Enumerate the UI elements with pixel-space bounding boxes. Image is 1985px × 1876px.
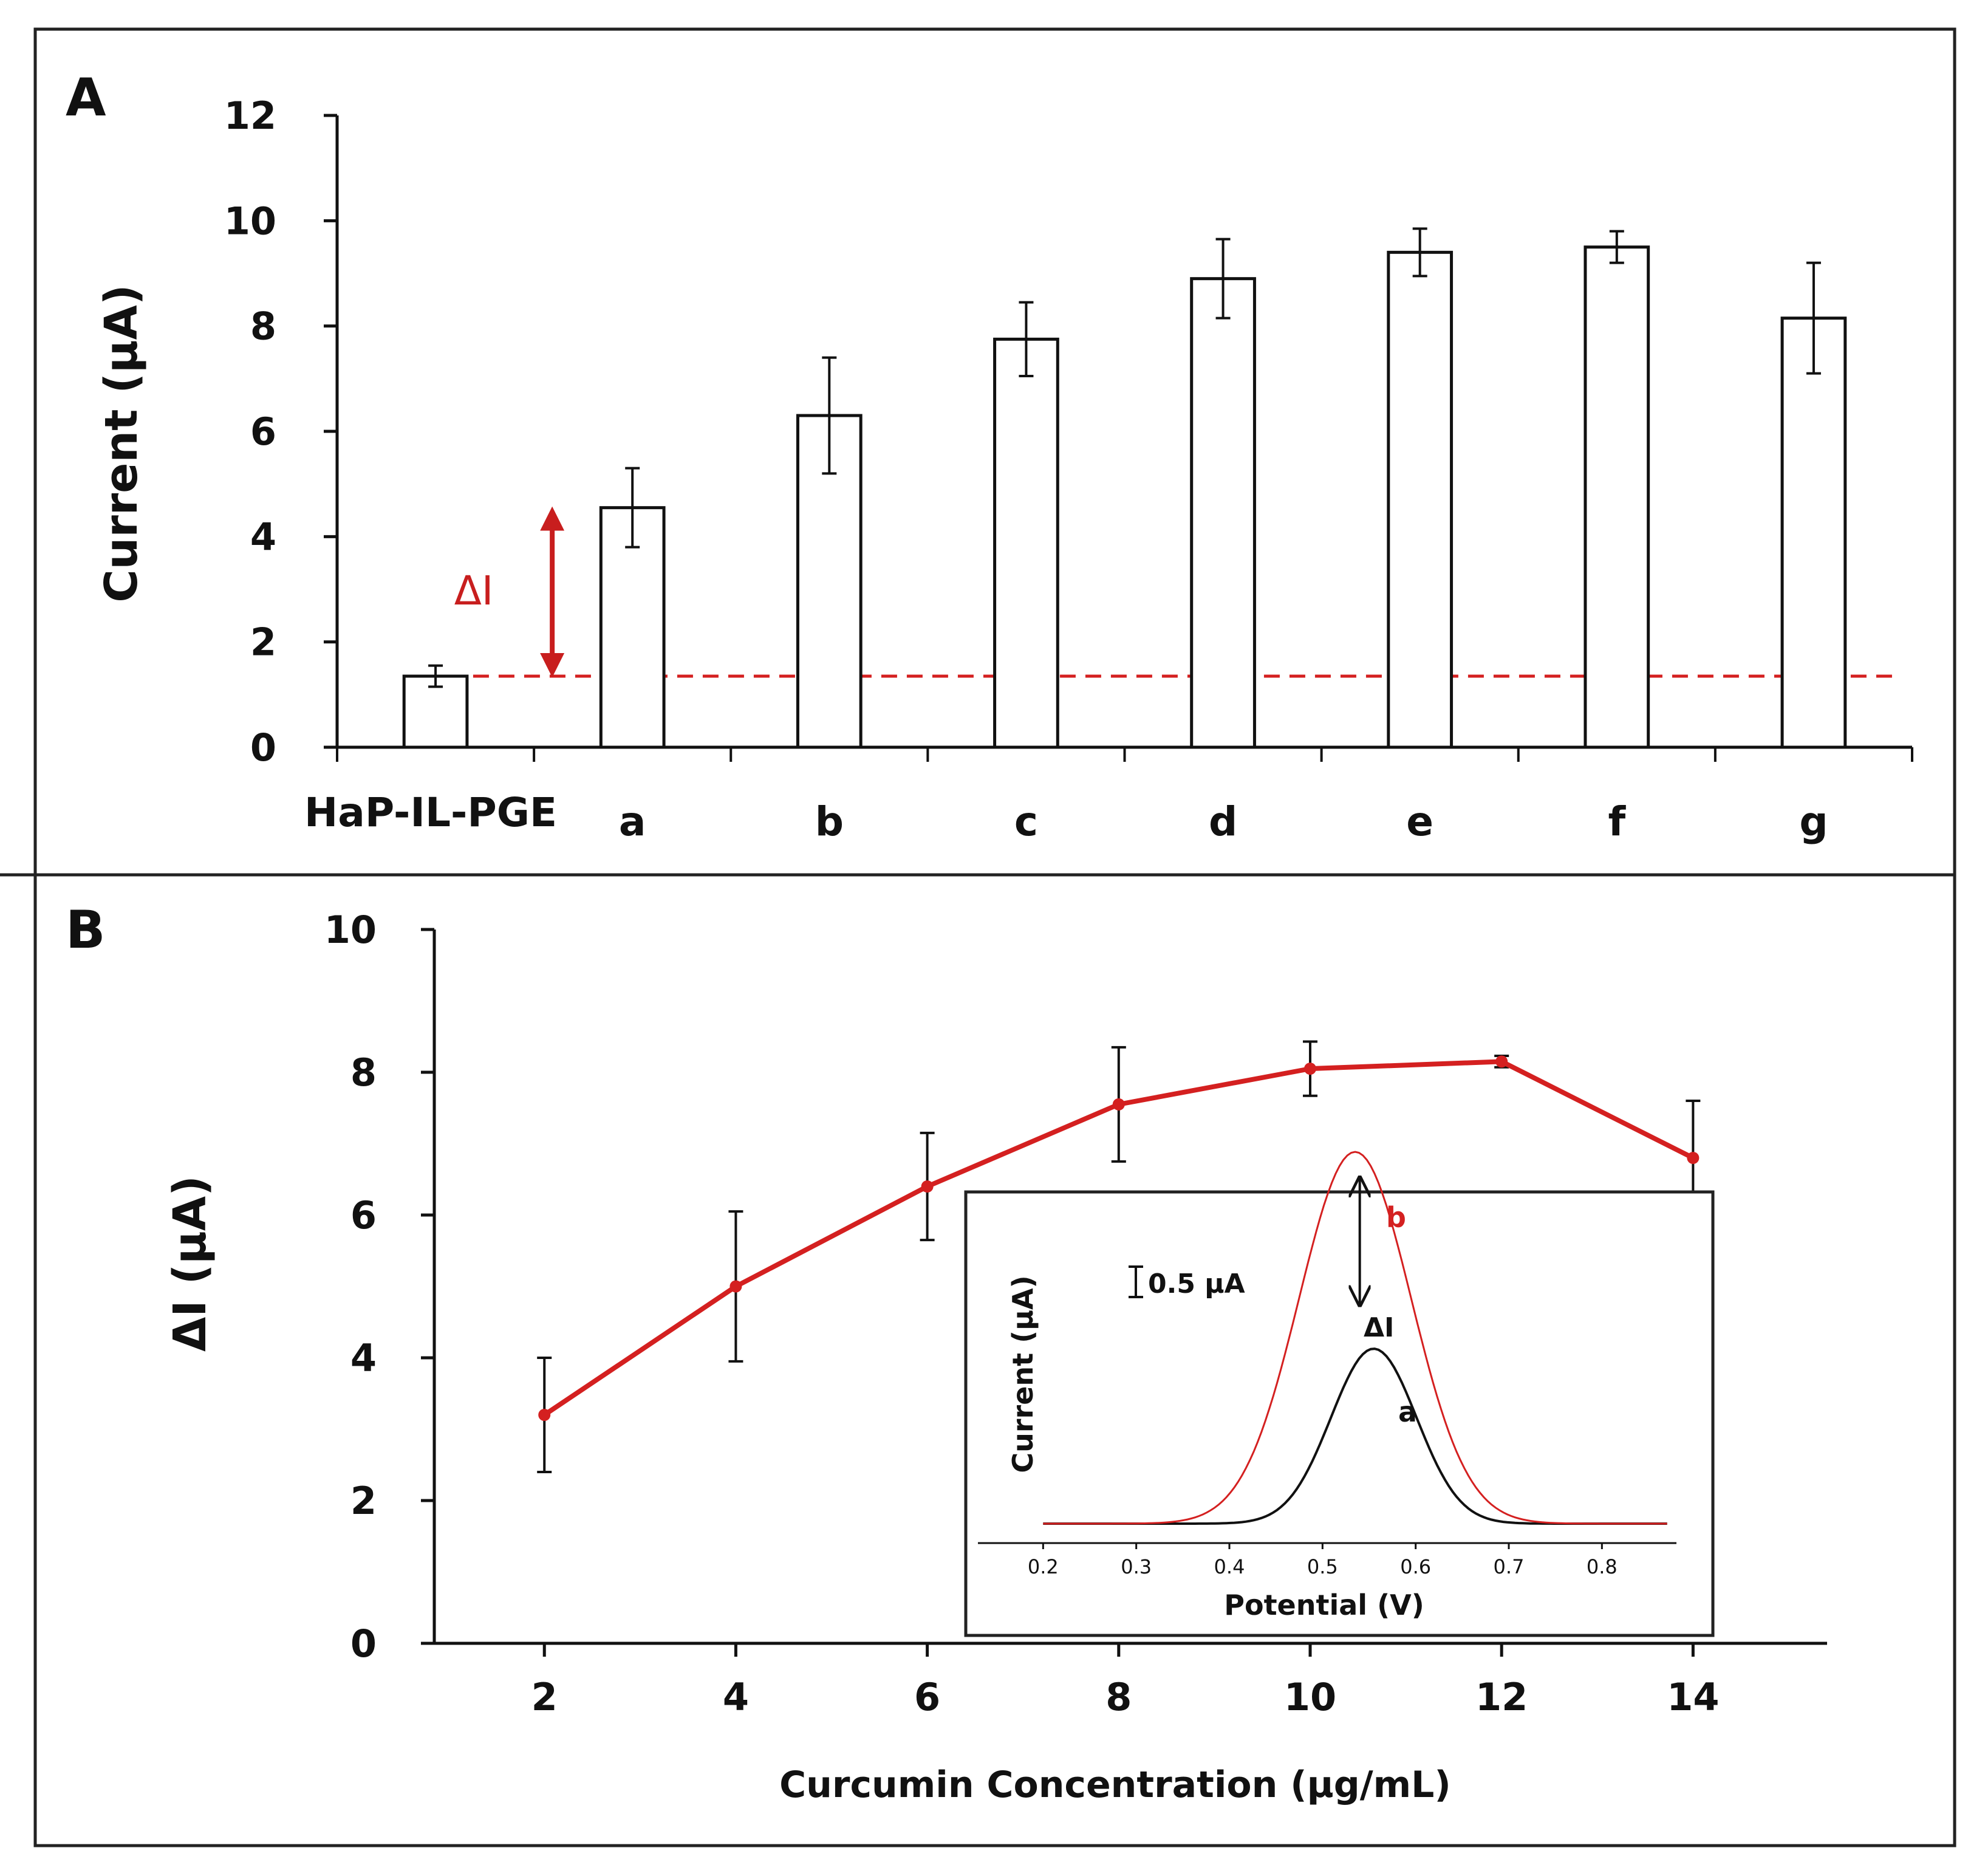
chart-a-y-tick-label: 2 (250, 620, 276, 665)
inset-x-tick-label: 0.5 (1307, 1555, 1338, 1578)
chart-a-y-tick-label: 10 (224, 199, 276, 243)
chart-b-data-point (729, 1280, 742, 1293)
chart-a-category-label: HaP-IL-PGE (304, 789, 557, 836)
chart-a-error-bar (625, 467, 640, 549)
chart-a-bar-e (1387, 250, 1454, 749)
chart-a-y-tick-label: 12 (224, 94, 276, 138)
chart-a-error-bar (1215, 238, 1231, 320)
chart-a-error-bar (1019, 301, 1034, 377)
inset-x-tick-label: 0.7 (1494, 1555, 1525, 1578)
chart-a-category-label: f (1608, 798, 1626, 845)
chart-a-y-tick-label: 4 (250, 515, 276, 559)
chart-b-data-point (1687, 1152, 1700, 1164)
chart-b-x-tick-label: 12 (1475, 1675, 1528, 1719)
inset-curve-a-label: a (1398, 1395, 1417, 1428)
chart-a-y-axis-label: Current (µA) (95, 284, 148, 602)
chart-b-y-tick-label: 10 (324, 908, 377, 952)
chart-b-y-tick-label: 8 (350, 1050, 377, 1095)
chart-b-data-point (921, 1180, 934, 1193)
inset-x-tick-label: 0.4 (1214, 1555, 1245, 1578)
inset-frame (964, 1190, 1715, 1637)
chart-b-y-tick-label: 2 (350, 1479, 377, 1523)
chart-a-category-label: c (1014, 798, 1038, 845)
inset-scale-bar: 0.5 µA (1129, 1265, 1245, 1299)
inset-curve-b-label: b (1386, 1201, 1406, 1234)
chart-b-x-tick-label: 4 (723, 1675, 749, 1719)
inset-x-tick-label: 0.6 (1400, 1555, 1431, 1578)
chart-a-category-label: b (815, 798, 844, 845)
chart-a-y-tick-label: 6 (250, 409, 276, 454)
chart-a-y-tick-label: 8 (250, 304, 276, 349)
panel-label-b: B (66, 900, 106, 960)
chart-a-bar-c (993, 337, 1059, 749)
chart-a-category-label: d (1209, 798, 1237, 845)
inset-x-axis-label: Potential (V) (1224, 1589, 1424, 1621)
inset-x-tick-label: 0.2 (1028, 1555, 1059, 1578)
inset-chart: Current (µA) Potential (V) 0.2 0.3 0.4 0.5 0… (964, 1151, 1715, 1637)
inset-curve-b (1043, 1151, 1667, 1525)
chart-b-y-tick-label: 0 (350, 1621, 377, 1666)
chart-a: A Current (µA) 0 2 4 6 8 10 12 HaP-IL-PGE a b c d e… (66, 67, 1913, 845)
chart-a-delta-label: ΔI (454, 567, 494, 614)
chart-a-category-label: a (619, 798, 646, 845)
chart-a-category-label: e (1406, 798, 1433, 845)
inset-x-tick-label: 0.8 (1587, 1555, 1618, 1578)
chart-a-bar-g (1780, 317, 1847, 749)
inset-y-axis-label: Current (µA) (1006, 1275, 1039, 1473)
chart-b-y-tick-label: 4 (350, 1336, 377, 1380)
chart-b-data-point (538, 1409, 551, 1421)
chart-b-data-point (1303, 1063, 1316, 1075)
chart-b-x-tick-label: 2 (531, 1675, 558, 1719)
chart-b-data-point (1112, 1098, 1125, 1111)
chart-a-bar-f (1584, 245, 1650, 749)
chart-a-error-bar (1609, 230, 1624, 264)
chart-a-error-bar (1806, 261, 1821, 375)
chart-b-x-tick-label: 10 (1284, 1675, 1336, 1719)
chart-b-x-tick-label: 8 (1105, 1675, 1132, 1719)
figure-frame (33, 27, 1956, 1847)
inset-delta-label: ΔI (1364, 1312, 1394, 1343)
chart-b-x-tick-label: 6 (914, 1675, 940, 1719)
chart-b: B ΔI (µA) Curcumin Concentration (µg/mL)… (66, 900, 1827, 1806)
chart-a-bar-d (1190, 277, 1256, 749)
chart-b-y-axis-label: ΔI (µA) (164, 1176, 216, 1352)
inset-x-tick-label: 0.3 (1121, 1555, 1152, 1578)
chart-a-y-tick-label: 0 (250, 725, 276, 770)
chart-a-error-bar (428, 664, 443, 688)
chart-a-category-label: g (1799, 798, 1828, 845)
inset-scale-bar-label: 0.5 µA (1148, 1268, 1245, 1299)
chart-b-x-axis-label: Curcumin Concentration (µg/mL) (779, 1764, 1451, 1806)
chart-a-error-bar (1412, 227, 1427, 278)
chart-b-x-tick-label: 14 (1667, 1675, 1719, 1719)
chart-b-data-point (1495, 1055, 1508, 1068)
chart-b-y-tick-label: 6 (350, 1193, 377, 1238)
panel-label-a: A (66, 67, 106, 128)
chart-a-error-bar (822, 356, 837, 475)
